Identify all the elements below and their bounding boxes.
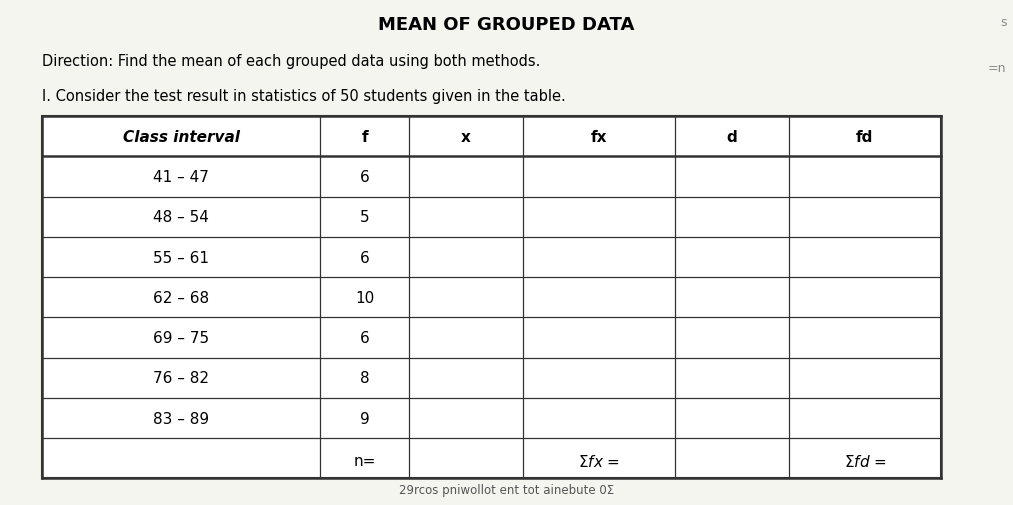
Text: 41 – 47: 41 – 47 <box>153 170 209 185</box>
Text: MEAN OF GROUPED DATA: MEAN OF GROUPED DATA <box>378 17 635 34</box>
Text: 9: 9 <box>360 411 370 426</box>
Text: 76 – 82: 76 – 82 <box>153 371 209 385</box>
Text: Class interval: Class interval <box>123 129 240 144</box>
Text: fx: fx <box>591 129 607 144</box>
Text: 6: 6 <box>360 330 370 345</box>
Text: 8: 8 <box>360 371 370 385</box>
Text: 6: 6 <box>360 250 370 265</box>
Text: n=: n= <box>354 453 376 469</box>
Text: I. Consider the test result in statistics of 50 students given in the table.: I. Consider the test result in statistic… <box>42 89 565 104</box>
Text: 29rcos pniwollot ent tot ainebute 0Σ: 29rcos pniwollot ent tot ainebute 0Σ <box>399 483 614 496</box>
Text: 55 – 61: 55 – 61 <box>153 250 209 265</box>
Text: 83 – 89: 83 – 89 <box>153 411 209 426</box>
Text: Direction: Find the mean of each grouped data using both methods.: Direction: Find the mean of each grouped… <box>42 54 540 69</box>
FancyBboxPatch shape <box>42 117 941 479</box>
Text: 69 – 75: 69 – 75 <box>153 330 209 345</box>
Text: fd: fd <box>856 129 873 144</box>
Text: 62 – 68: 62 – 68 <box>153 290 209 305</box>
Text: x: x <box>461 129 471 144</box>
Text: $\Sigma fd$ =: $\Sigma fd$ = <box>844 453 886 469</box>
Text: 5: 5 <box>360 210 370 225</box>
Text: s: s <box>1000 17 1007 29</box>
Text: d: d <box>726 129 737 144</box>
Text: =n: =n <box>988 62 1007 75</box>
Text: 10: 10 <box>356 290 375 305</box>
Text: 6: 6 <box>360 170 370 185</box>
Text: $\Sigma fx$ =: $\Sigma fx$ = <box>578 453 620 469</box>
Text: f: f <box>362 129 368 144</box>
Text: 48 – 54: 48 – 54 <box>153 210 209 225</box>
